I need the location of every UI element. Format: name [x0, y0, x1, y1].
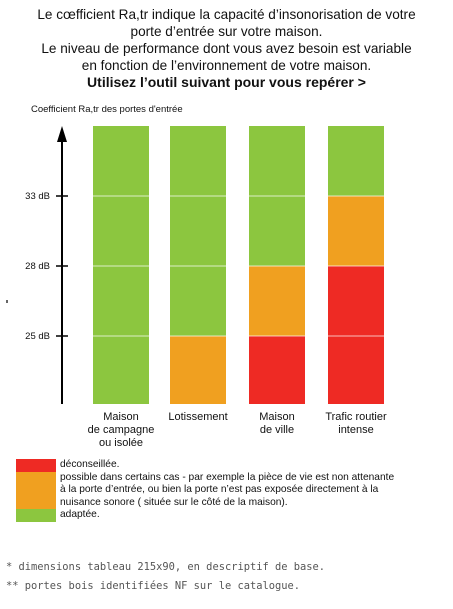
cell-col2-band4 [170, 336, 226, 404]
legend-text-2-line-2: à la porte d’entrée, ou bien la porte n’… [60, 484, 436, 497]
legend-text-2-line-1: possible dans certains cas - par exemple… [60, 472, 436, 485]
legend-text-2-line-3: nuisance sonore ( située sur le côté de … [60, 497, 436, 510]
legend-swatch-1 [16, 459, 56, 472]
legend-item-3: adaptée. [16, 509, 436, 522]
cell-col3-band3 [249, 266, 305, 336]
stray-dot [6, 300, 8, 303]
cell-col1-band1 [93, 126, 149, 196]
cell-col4-band3 [328, 266, 384, 336]
cell-col3-band1 [249, 126, 305, 196]
cell-col4-band4 [328, 336, 384, 404]
cell-col3-band4 [249, 336, 305, 404]
y-tick-label-2: 28 dB [25, 261, 50, 272]
y-tick-label-3: 25 dB [25, 331, 50, 342]
legend-swatch-2 [16, 472, 56, 509]
footnote-dimensions: * dimensions tableau 215x90, en descript… [6, 561, 325, 573]
legend-item-2: possible dans certains cas - par exemple… [16, 472, 436, 510]
cell-col1-band4 [93, 336, 149, 404]
cell-col2-band1 [170, 126, 226, 196]
cell-col2-band2 [170, 196, 226, 266]
category-label-1-line-1: Maison [103, 411, 138, 423]
cell-col1-band3 [93, 266, 149, 336]
legend-item-1: déconseillée. [16, 459, 436, 472]
category-label-1-line-2: de campagne [88, 424, 155, 436]
legend-text-1-line-1: déconseillée. [60, 459, 436, 472]
category-label-4-line-2: intense [338, 424, 373, 436]
category-label-3-line-2: de ville [260, 424, 294, 436]
category-label-4-line-1: Trafic routier [325, 411, 387, 423]
cell-col4-band2 [328, 196, 384, 266]
y-axis-arrow [57, 126, 67, 142]
cell-col2-band3 [170, 266, 226, 336]
footnote-nf: ** portes bois identifiées NF sur le cat… [6, 580, 300, 592]
legend-text-3-line-1: adaptée. [60, 509, 436, 522]
category-label-1-line-3: ou isolée [99, 437, 143, 449]
y-tick-label-1: 33 dB [25, 191, 50, 202]
cell-col3-band2 [249, 196, 305, 266]
legend: déconseillée. possible dans certains cas … [16, 459, 436, 522]
cell-col1-band2 [93, 196, 149, 266]
category-label-3-line-1: Maison [259, 411, 294, 423]
cell-col4-band1 [328, 126, 384, 196]
legend-swatch-3 [16, 509, 56, 522]
category-label-2-line-1: Lotissement [168, 411, 227, 423]
